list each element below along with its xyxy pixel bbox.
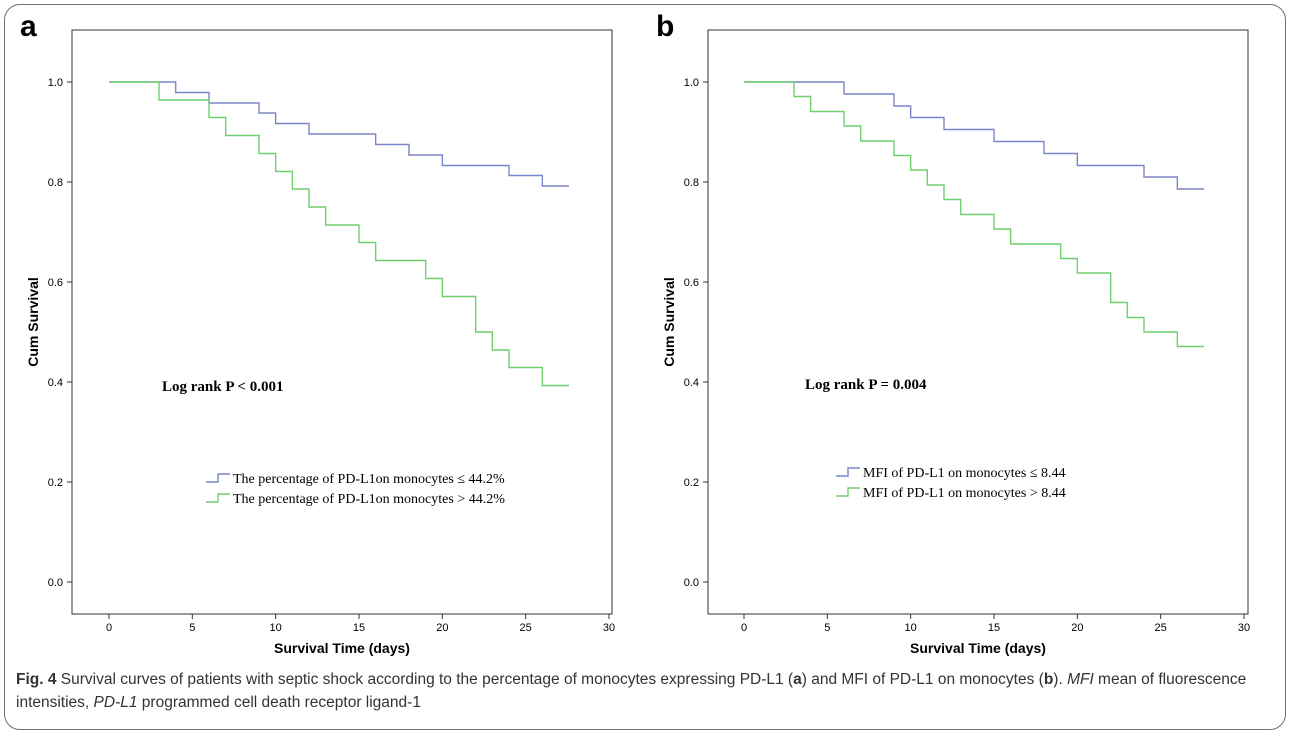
x-axis-title: Survival Time (days): [910, 640, 1046, 656]
series-line-2: [109, 81, 569, 387]
y-tick-label: 0.2: [48, 477, 63, 489]
series-line-2: [744, 81, 1204, 348]
legend-swatch: [206, 493, 230, 503]
caption-part: PD-L1: [93, 694, 138, 711]
x-tick-label: 10: [270, 622, 282, 634]
legend-swatch: [836, 467, 860, 477]
y-tick-label: 0.8: [48, 177, 63, 189]
y-tick-label: 0.2: [684, 477, 699, 489]
legend-label: The percentage of PD-L1on monocytes ≤ 44…: [233, 472, 505, 487]
x-tick-label: 20: [1071, 622, 1083, 634]
y-tick-label: 1.0: [48, 77, 63, 89]
y-axis-title: Cum Survival: [25, 277, 41, 366]
caption-body: Survival curves of patients with septic …: [16, 671, 1246, 711]
caption-part: Survival curves of patients with septic …: [56, 671, 794, 688]
legend-swatch: [836, 487, 860, 497]
series-line-1: [744, 81, 1204, 190]
legend-label: MFI of PD-L1 on monocytes > 8.44: [863, 486, 1066, 501]
log-rank-annotation: Log rank P = 0.004: [805, 377, 927, 393]
plot-frame: [707, 29, 1249, 615]
caption-part: ).: [1053, 671, 1068, 688]
x-tick-label: 25: [1155, 622, 1167, 634]
x-tick-label: 30: [1238, 622, 1250, 634]
caption-part: programmed cell death receptor ligand-1: [137, 694, 421, 711]
caption-part: mean of fluorescence intensities,: [16, 671, 1247, 711]
y-tick-label: 0.4: [684, 377, 699, 389]
figure-caption: Fig. 4 Survival curves of patients with …: [16, 668, 1274, 714]
survival-chart-a: 0 5 10 15 20 25 30 0.0 0.2 0.4 0.6 0.8 1.0 Survival T…: [25, 29, 615, 656]
x-tick-label: 10: [905, 622, 917, 634]
panel-b: b 0 5 10 15 20 25 30 0.0 0.2 0.4 0.6 0.8 1.0 Survival…: [650, 10, 1280, 657]
y-tick-label: 0.8: [684, 177, 699, 189]
caption-part: MFI: [1067, 671, 1094, 688]
x-tick-label: 5: [189, 622, 195, 634]
y-tick-label: 0.0: [684, 577, 699, 589]
y-tick-label: 0.6: [684, 277, 699, 289]
y-tick-label: 0.6: [48, 277, 63, 289]
legend-swatch: [206, 473, 230, 483]
caption-part: ) and MFI of PD-L1 on monocytes (: [801, 671, 1044, 688]
caption-part: b: [1043, 671, 1054, 688]
y-axis-title: Cum Survival: [661, 277, 677, 366]
panel-letter-b: b: [656, 10, 675, 43]
x-tick-label: 0: [106, 622, 112, 634]
legend-label: The percentage of PD-L1on monocytes > 44…: [233, 492, 505, 507]
panel-letter-a: a: [20, 10, 37, 43]
x-tick-label: 30: [603, 622, 615, 634]
log-rank-annotation: Log rank P < 0.001: [162, 379, 283, 395]
y-tick-label: 1.0: [684, 77, 699, 89]
survival-chart-b: 0 5 10 15 20 25 30 0.0 0.2 0.4 0.6 0.8 1.0 Survival T…: [661, 29, 1250, 656]
x-tick-label: 15: [988, 622, 1000, 634]
x-axis-title: Survival Time (days): [274, 640, 410, 656]
y-tick-label: 0.4: [48, 377, 63, 389]
x-tick-label: 0: [741, 622, 747, 634]
legend-label: MFI of PD-L1 on monocytes ≤ 8.44: [863, 466, 1066, 481]
y-tick-label: 0.0: [48, 577, 63, 589]
series-line-1: [109, 81, 569, 187]
x-tick-label: 15: [353, 622, 365, 634]
panel-a: a 0 5 10 15 20 25 30 0.0 0.2 0.4 0.6 0.8 1.0 Survival…: [14, 10, 644, 657]
x-tick-label: 25: [520, 622, 532, 634]
plot-frame: [71, 29, 613, 615]
x-tick-label: 20: [436, 622, 448, 634]
caption-label: Fig. 4: [16, 671, 57, 688]
x-tick-label: 5: [824, 622, 830, 634]
caption-part: a: [793, 671, 802, 688]
